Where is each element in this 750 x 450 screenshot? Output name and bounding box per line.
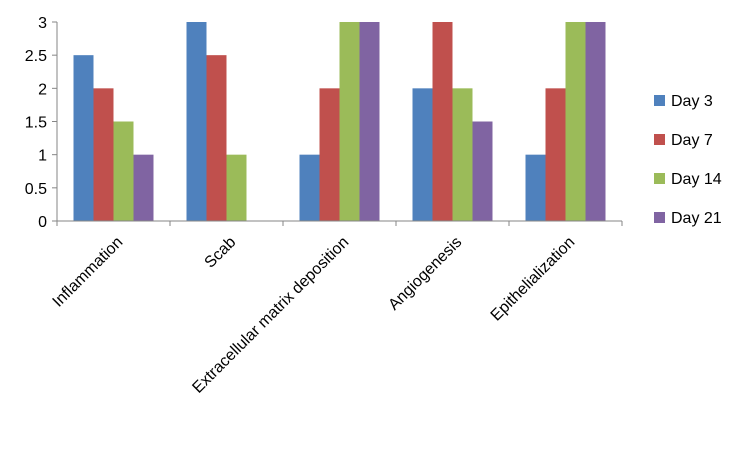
bar-day-21-extracellular-matrix-deposition [359, 22, 380, 221]
bar-day-14-inflammation [113, 121, 134, 221]
bar-day-3-inflammation [73, 55, 94, 221]
legend-label: Day 3 [671, 93, 713, 110]
y-tick-label: 0 [38, 214, 47, 231]
bar-day-3-angiogenesis [412, 88, 433, 221]
bar-day-21-inflammation [133, 154, 154, 221]
bar-day-3-scab [186, 22, 207, 221]
bar-day-7-extracellular-matrix-deposition [319, 88, 340, 221]
bar-day-21-angiogenesis [472, 121, 493, 221]
y-tick-label: 3 [38, 15, 47, 32]
bar-day-14-extracellular-matrix-deposition [339, 22, 360, 221]
y-tick-label: 1 [38, 148, 47, 165]
bar-day-7-epithelialization [545, 88, 566, 221]
bar-day-7-angiogenesis [432, 22, 453, 221]
bar-day-14-epithelialization [565, 22, 586, 221]
x-category-label: Scab [202, 234, 240, 272]
bar-day-7-inflammation [93, 88, 114, 221]
legend-label: Day 21 [671, 210, 722, 227]
legend-swatch [654, 95, 665, 106]
y-tick-label: 2.5 [25, 48, 47, 65]
legend-label: Day 7 [671, 132, 713, 149]
bar-day-3-epithelialization [525, 154, 546, 221]
bar-day-14-angiogenesis [452, 88, 473, 221]
bar-day-14-scab [226, 154, 247, 221]
legend-swatch [654, 173, 665, 184]
bar-day-7-scab [206, 55, 227, 221]
y-tick-label: 0.5 [25, 181, 47, 198]
y-tick-label: 1.5 [25, 115, 47, 132]
bar-day-3-extracellular-matrix-deposition [299, 154, 320, 221]
x-category-label: Angiogenesis [385, 234, 465, 314]
legend-swatch [654, 212, 665, 223]
y-tick-label: 2 [38, 81, 47, 98]
x-category-label: Inflammation [50, 234, 127, 311]
legend-swatch [654, 134, 665, 145]
x-category-label: Epithelialization [488, 234, 579, 325]
bar-day-21-epithelialization [585, 22, 606, 221]
legend-label: Day 14 [671, 171, 722, 188]
